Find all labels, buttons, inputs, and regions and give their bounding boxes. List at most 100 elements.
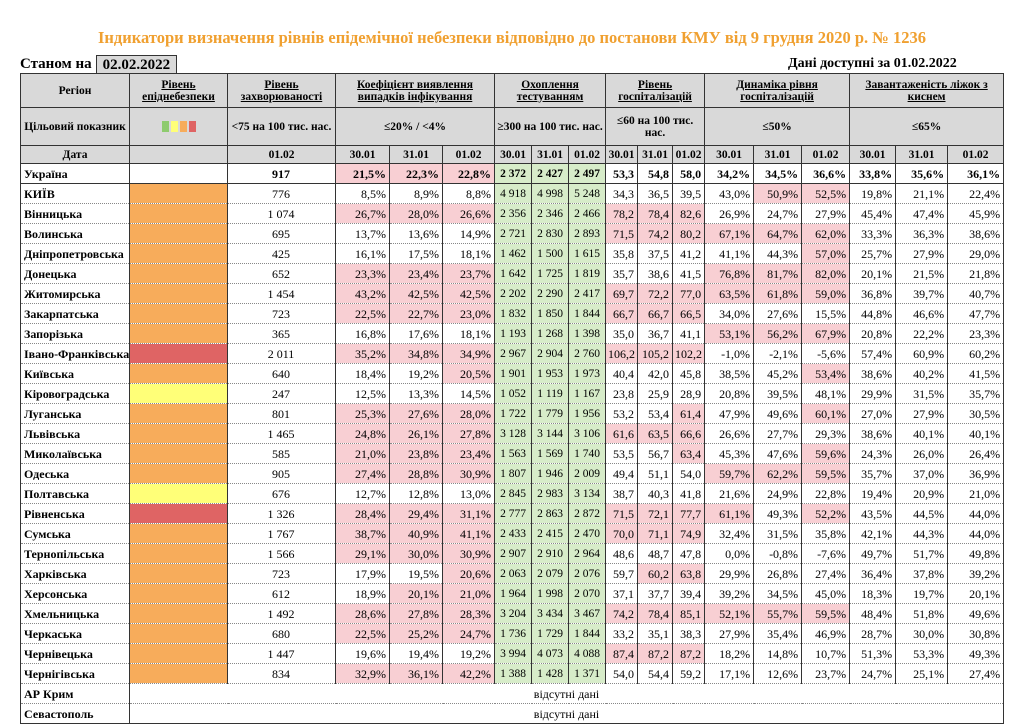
region-name: Дніпропетровська — [20, 243, 130, 264]
table-row: Київська 640 18,4% 19,2% 20,5% 1 901 1 953 1 97… — [20, 363, 1005, 384]
hosp-cell: 28,9 — [672, 383, 706, 404]
test-cell: 3 128 — [494, 423, 533, 444]
test-cell: 2 076 — [568, 563, 607, 584]
det-cell: 27,8% — [442, 423, 496, 444]
test-cell: 1 807 — [494, 463, 533, 484]
table-row: Донецька 652 23,3% 23,4% 23,7% 1 642 1 725 1 81… — [20, 263, 1005, 284]
hosp-cell: 54,8 — [637, 163, 674, 184]
det-cell: 18,1% — [442, 323, 496, 344]
test-cell: 1 740 — [568, 443, 607, 464]
oxy-cell: 41,5% — [947, 363, 1005, 384]
oxy-cell: 24,3% — [849, 443, 897, 464]
header-row: Регіон Рівень епіднебезпеки Рівень захво… — [20, 73, 1005, 108]
table-row: КИЇВ 776 8,5% 8,9% 8,8% 4 918 4 998 5 248 34,3 36… — [20, 183, 1005, 204]
oxy-cell: 49,6% — [947, 603, 1005, 624]
table-row: Сумська 1 767 38,7% 40,9% 41,1% 2 433 2 415 2 4… — [20, 523, 1005, 544]
incidence-cell: 247 — [227, 383, 336, 404]
oxy-cell: 18,3% — [849, 583, 897, 604]
date-incidence: 01.02 — [227, 145, 336, 164]
det-cell: 21,0% — [335, 443, 390, 464]
test-cell: 3 144 — [531, 423, 570, 444]
det-cell: 25,3% — [335, 403, 390, 424]
det-cell: 27,4% — [335, 463, 390, 484]
test-cell: 1 844 — [568, 303, 607, 324]
table-row: Запорізька 365 16,8% 17,6% 18,1% 1 193 1 268 1 … — [20, 323, 1005, 344]
danger-level-cell — [129, 463, 228, 484]
det-cell: 21,5% — [335, 163, 390, 184]
dyn-cell: 59,7% — [704, 463, 755, 484]
danger-level-cell — [129, 623, 228, 644]
danger-level-cell — [129, 603, 228, 624]
hosp-cell: 66,7 — [637, 303, 674, 324]
date-det-3: 01.02 — [441, 145, 496, 164]
oxy-cell: 45,9% — [947, 203, 1005, 224]
dyn-cell: 59,5% — [801, 463, 851, 484]
region-name: Сумська — [20, 523, 130, 544]
det-cell: 8,9% — [389, 183, 443, 204]
det-cell: 13,6% — [389, 223, 443, 244]
det-cell: 16,1% — [335, 243, 390, 264]
det-cell: 19,6% — [335, 643, 390, 664]
incidence-cell: 1 492 — [227, 603, 336, 624]
oxy-cell: 25,7% — [849, 243, 897, 264]
dyn-cell: 38,5% — [704, 363, 755, 384]
det-cell: 42,5% — [442, 283, 496, 304]
region-name: Хмельницька — [20, 603, 130, 624]
table-row-absent: Севастополь відсутні дані — [20, 703, 1005, 724]
table-row: Хмельницька 1 492 28,6% 27,8% 28,3% 3 204 3 43… — [20, 603, 1005, 624]
oxy-cell: 36,1% — [947, 163, 1005, 184]
det-cell: 23,7% — [442, 263, 496, 284]
det-cell: 24,8% — [335, 423, 390, 444]
incidence-cell: 1 767 — [227, 523, 336, 544]
hosp-cell: 105,2 — [637, 343, 674, 364]
hosp-cell: 71,1 — [637, 523, 674, 544]
region-name: Донецька — [20, 263, 130, 284]
table-row-ukraine: Україна 917 21,5% 22,3% 22,8% 2 372 2 427 2 497… — [20, 163, 1005, 184]
det-cell: 25,2% — [389, 623, 443, 644]
dyn-cell: 12,6% — [753, 663, 803, 684]
hosp-cell: 25,9 — [637, 383, 674, 404]
region-name: Вінницька — [20, 203, 130, 224]
test-cell: 4 088 — [568, 643, 607, 664]
dyn-cell: 24,7% — [753, 203, 803, 224]
dyn-cell: 31,5% — [753, 523, 803, 544]
oxy-cell: 42,1% — [849, 523, 897, 544]
dyn-cell: 53,4% — [801, 363, 851, 384]
as-of-label: Станом на — [20, 55, 92, 72]
test-cell: 4 918 — [494, 183, 533, 204]
hosp-cell: 40,4 — [605, 363, 639, 384]
region-name: Луганська — [20, 403, 130, 424]
test-cell: 2 202 — [494, 283, 533, 304]
region-name: Кіровоградська — [20, 383, 130, 404]
table-row: Черкаська 680 22,5% 25,2% 24,7% 1 736 1 729 1 8… — [20, 623, 1005, 644]
date-test-1: 30.01 — [494, 145, 533, 164]
dyn-cell: 61,8% — [753, 283, 803, 304]
danger-level-cell — [129, 483, 228, 504]
incidence-cell: 2 011 — [227, 343, 336, 364]
det-cell: 12,8% — [389, 483, 443, 504]
test-cell: 1 167 — [568, 383, 607, 404]
dyn-cell: 56,2% — [753, 323, 803, 344]
region-name: Чернігівська — [20, 663, 130, 684]
det-cell: 40,9% — [389, 523, 443, 544]
test-cell: 1 462 — [494, 243, 533, 264]
dyn-cell: 49,3% — [753, 503, 803, 524]
header-hosp: Рівень госпіталізацій — [605, 73, 706, 108]
target-oxygen: ≤65% — [849, 107, 1005, 146]
incidence-cell: 425 — [227, 243, 336, 264]
oxy-cell: 26,0% — [895, 443, 949, 464]
test-cell: 2 907 — [494, 543, 533, 564]
hosp-cell: 35,8 — [605, 243, 639, 264]
table-row: Одеська 905 27,4% 28,8% 30,9% 1 807 1 946 2 009… — [20, 463, 1005, 484]
hosp-cell: 49,4 — [605, 463, 639, 484]
oxy-cell: 45,4% — [849, 203, 897, 224]
dyn-cell: 47,6% — [753, 443, 803, 464]
det-cell: 32,9% — [335, 663, 390, 684]
test-cell: 2 904 — [531, 343, 570, 364]
dyn-cell: 35,4% — [753, 623, 803, 644]
absent-data-note: відсутні дані — [129, 703, 1005, 724]
test-cell: 1 779 — [531, 403, 570, 424]
det-cell: 26,7% — [335, 203, 390, 224]
dyn-cell: 52,1% — [704, 603, 755, 624]
det-cell: 8,5% — [335, 183, 390, 204]
